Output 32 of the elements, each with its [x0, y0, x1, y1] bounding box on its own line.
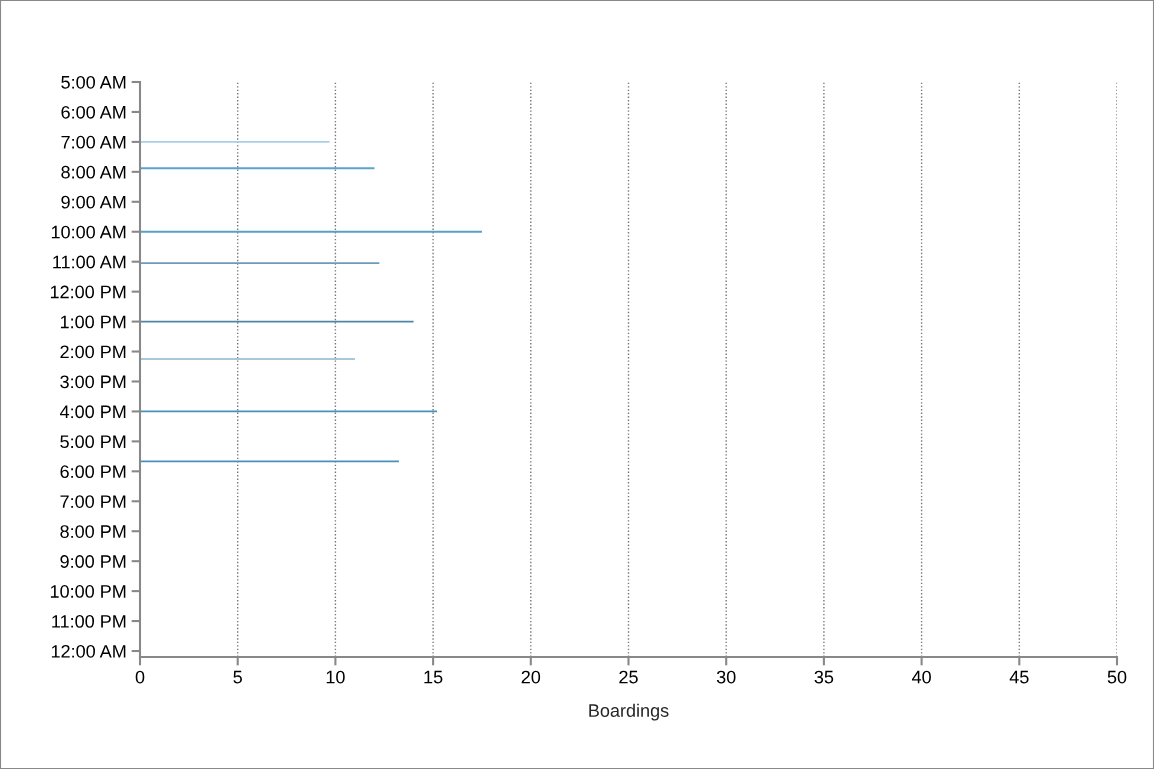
y-tick-label: 5:00 AM [61, 75, 126, 89]
y-tick-label: 12:00 PM [50, 285, 126, 299]
x-tick-label: 25 [619, 670, 638, 684]
x-tick-label: 10 [326, 670, 345, 684]
y-tick-label: 8:00 PM [60, 525, 126, 538]
x-tick-label: 15 [424, 670, 443, 684]
y-tick-label: 10:00 PM [50, 585, 126, 598]
x-tick-label: 45 [1009, 670, 1029, 684]
y-tick-label: 10:00 AM [51, 225, 126, 239]
x-tick-label: 0 [135, 670, 145, 684]
y-tick-label: 11:00 PM [52, 615, 126, 628]
y-tick-label: 1:00 PM [60, 315, 126, 329]
y-tick-label: 12:00 AM [51, 644, 126, 658]
x-tick-label: 20 [521, 670, 541, 684]
x-axis-title: Boardings [589, 703, 669, 721]
y-tick-label: 9:00 PM [60, 555, 126, 568]
y-tick-label: 6:00 AM [61, 105, 126, 119]
y-tick-label: 7:00 PM [60, 495, 126, 508]
y-tick-label: 2:00 PM [60, 345, 126, 359]
y-tick-label: 6:00 PM [60, 465, 126, 479]
y-tick-label: 5:00 PM [60, 435, 126, 449]
y-tick-label: 11:00 AM [53, 255, 126, 269]
y-tick-label: 8:00 AM [61, 165, 126, 179]
x-tick-label: 30 [716, 670, 736, 684]
y-tick-label: 4:00 PM [59, 405, 126, 419]
y-tick-label: 9:00 AM [61, 195, 126, 209]
x-tick-label: 5 [233, 670, 242, 684]
y-tick-label: 7:00 AM [61, 135, 126, 149]
x-tick-label: 40 [911, 670, 931, 684]
x-tick-label: 50 [1107, 670, 1127, 684]
x-tick-label: 35 [814, 670, 834, 684]
y-tick-label: 3:00 PM [60, 375, 126, 389]
